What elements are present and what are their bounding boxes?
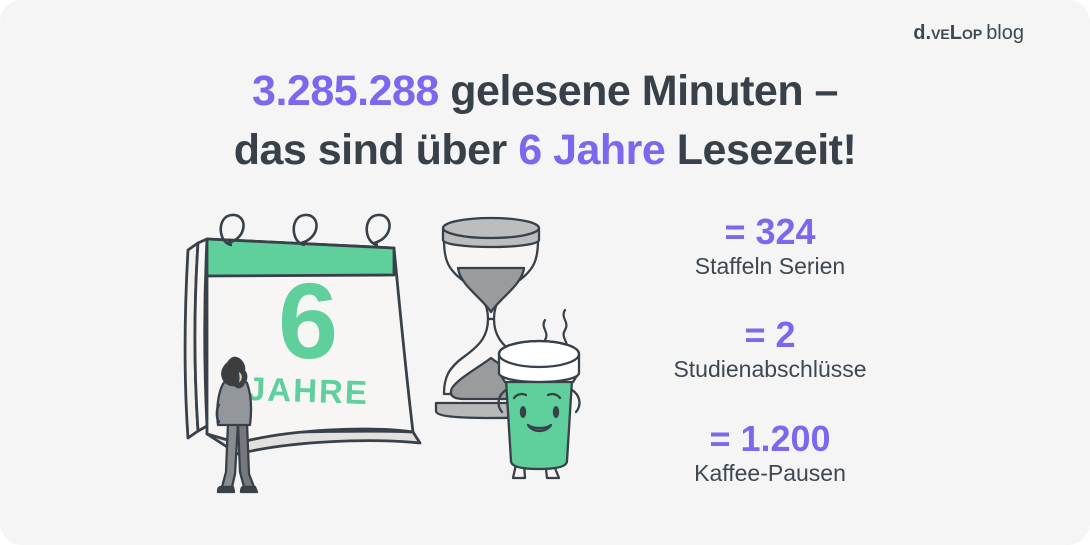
- svg-text:6: 6: [278, 260, 338, 381]
- svg-text:JAHRE: JAHRE: [246, 370, 369, 411]
